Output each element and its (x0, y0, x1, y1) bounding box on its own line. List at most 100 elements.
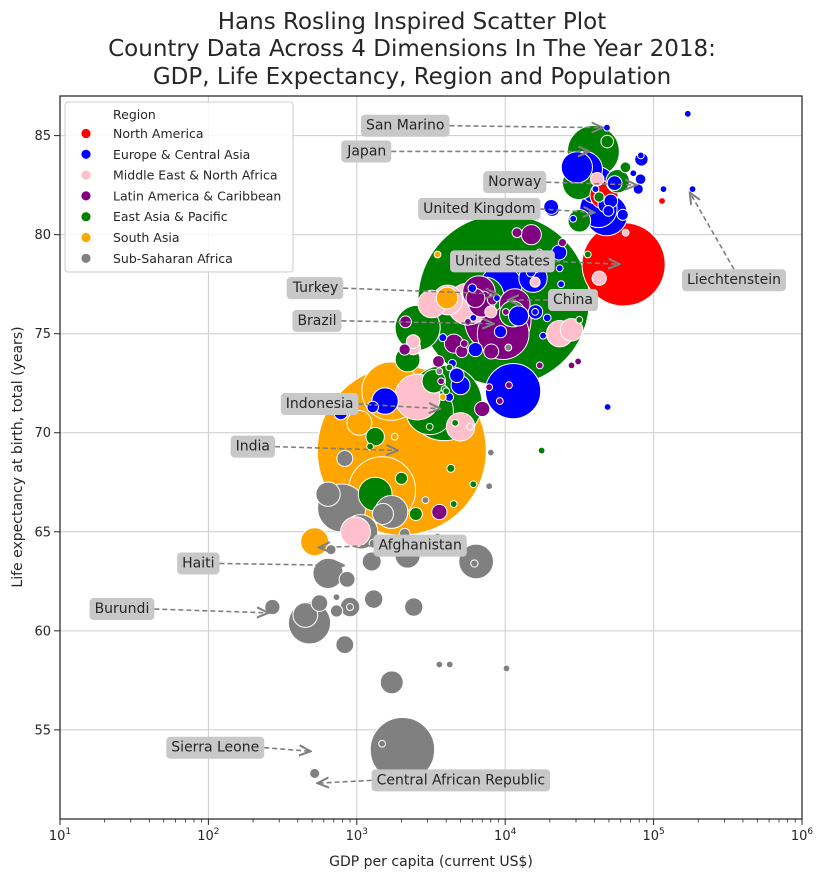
data-point (629, 169, 638, 178)
data-point (539, 331, 547, 340)
annotation: San Marino (360, 114, 603, 137)
annotation-label: Burundi (95, 601, 150, 617)
data-point (474, 400, 491, 418)
data-point (366, 400, 379, 414)
chart-title-line-3: GDP, Life Expectancy, Region and Populat… (153, 64, 671, 90)
y-tick-label: 85 (34, 129, 51, 144)
annotation-box (166, 736, 265, 759)
annotation: United Kingdom (418, 197, 594, 220)
data-point (338, 570, 356, 588)
data-point (485, 383, 494, 392)
data-point (493, 294, 501, 302)
data-point (390, 432, 399, 441)
legend-marker (80, 169, 92, 181)
annotation-box (280, 393, 359, 416)
data-point (529, 276, 541, 288)
data-point (600, 134, 615, 149)
annotation-label: Indonesia (286, 396, 354, 412)
legend-label: East Asia & Pacific (113, 209, 228, 224)
legend-label: Sub-Saharan Africa (113, 251, 233, 266)
legend-label: Europe & Central Asia (113, 147, 250, 162)
data-point (408, 506, 423, 521)
annotation-label: Liechtenstein (687, 272, 781, 288)
data-point (467, 283, 478, 293)
chart-title-line-1: Hans Rosling Inspired Scatter Plot (218, 9, 607, 35)
annotation-label: Haiti (182, 555, 214, 571)
y-axis-ticks: 55 60 65 70 75 80 85 (34, 129, 60, 738)
data-point (315, 481, 341, 507)
data-point (574, 357, 583, 366)
data-point (484, 305, 498, 319)
data-point (469, 480, 478, 489)
data-point (575, 315, 584, 324)
annotation-box (341, 140, 392, 163)
data-point (520, 224, 542, 246)
data-point (332, 593, 341, 602)
annotation-label: Norway (488, 174, 541, 190)
data-point (366, 442, 375, 451)
data-point (445, 660, 454, 669)
legend-label: North America (113, 126, 204, 141)
data-point (438, 333, 448, 343)
annotation-box (483, 171, 547, 194)
annotation-box (177, 552, 220, 575)
data-point (505, 381, 513, 390)
data-point (445, 363, 454, 372)
annotation-box (230, 435, 275, 458)
annotation-label: Turkey (292, 280, 339, 296)
y-tick-label: 80 (34, 228, 51, 243)
data-point (483, 343, 500, 360)
annotation-label: Sierra Leone (171, 740, 259, 756)
annotation-arrow (343, 287, 497, 294)
annotation-arrow (219, 563, 344, 565)
data-point (346, 603, 355, 612)
legend-marker (80, 190, 92, 202)
data-point (442, 387, 451, 396)
legend-marker (80, 148, 92, 160)
data-point (583, 250, 592, 259)
data-point (501, 308, 510, 316)
annotation-box (286, 277, 344, 300)
data-point (449, 367, 465, 384)
data-point (603, 123, 611, 132)
data-point (504, 343, 513, 352)
data-point (325, 544, 337, 556)
data-point (312, 557, 344, 589)
data-point (404, 597, 424, 617)
data-point (451, 418, 460, 427)
data-point (543, 199, 560, 215)
data-point (485, 482, 494, 491)
data-point (435, 286, 459, 310)
annotation-label: Japan (346, 143, 386, 159)
x-axis-ticks: 101 102 103 104 105 106 (49, 819, 813, 844)
annotation: Haiti (177, 552, 344, 575)
annotation-label: Central African Republic (377, 772, 546, 788)
legend: Region North America Europe & Central Asi… (64, 101, 294, 273)
annotation-box (682, 269, 787, 292)
data-point (636, 151, 645, 160)
data-point (542, 313, 552, 323)
data-point (658, 197, 666, 205)
annotation-label: India (236, 439, 270, 455)
data-point (591, 185, 600, 194)
data-point (688, 185, 697, 194)
data-point (398, 343, 411, 356)
data-point (449, 500, 458, 508)
annotation-box (373, 534, 467, 557)
data-point (502, 664, 511, 673)
data-point (560, 151, 593, 184)
legend-label: Latin America & Caribbean (113, 188, 281, 203)
data-point (292, 602, 319, 628)
data-point (484, 363, 542, 420)
annotation-arrow (274, 447, 398, 451)
annotation-arrow (317, 780, 372, 783)
annotation-box (450, 250, 555, 273)
annotation: Sierra Leone (166, 736, 310, 759)
data-point (567, 361, 576, 370)
annotation-label: China (553, 292, 593, 308)
data-point (425, 422, 434, 431)
legend-box (64, 101, 294, 273)
chart-title-line-2: Country Data Across 4 Dimensions In The … (108, 36, 716, 62)
annotation: Brazil (292, 309, 493, 332)
